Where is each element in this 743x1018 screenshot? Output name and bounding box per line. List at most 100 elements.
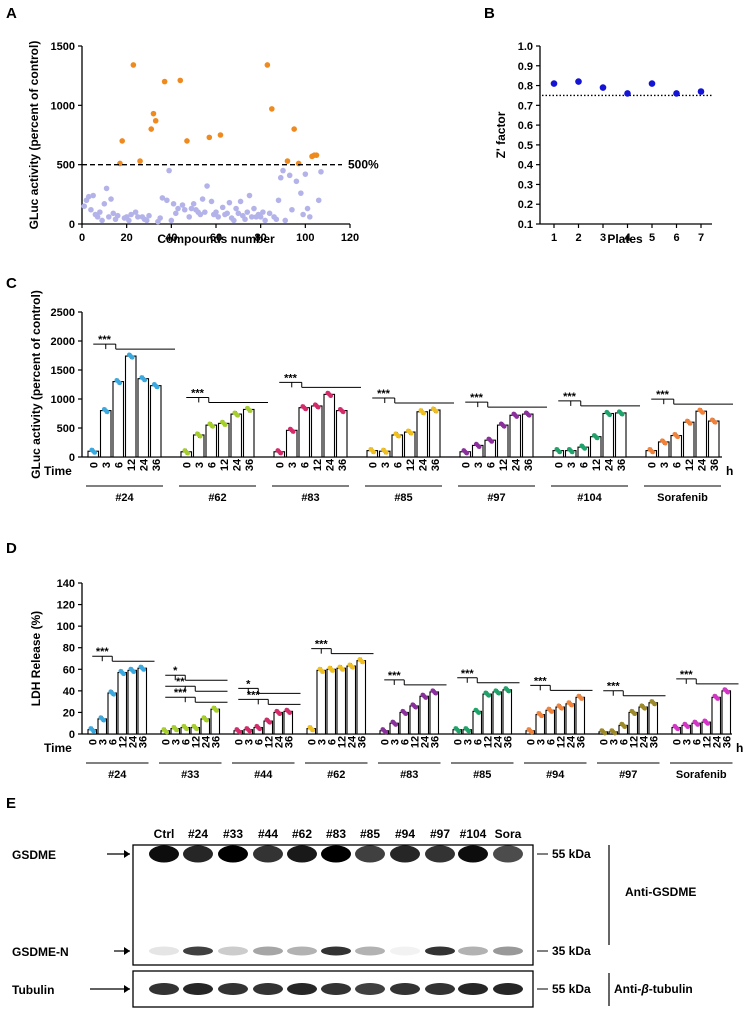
lane-label: #44 (258, 827, 278, 841)
time-tick-label: 6 (180, 739, 192, 745)
bar (283, 710, 294, 735)
replicate-point (155, 384, 160, 390)
y-tick-label: 0.2 (518, 199, 533, 211)
replicate-point (489, 439, 495, 444)
data-point-hit (177, 77, 184, 84)
x-tick-label: 20 (121, 232, 133, 244)
data-point-nonhit (94, 214, 101, 220)
bar (99, 410, 112, 458)
bar (416, 411, 429, 458)
replicate-point (237, 729, 243, 735)
data-point-hit (284, 158, 291, 164)
time-tick-label: 24 (273, 735, 285, 748)
replicate-point (409, 431, 414, 436)
replicate-point (675, 726, 681, 732)
time-tick-label: 6 (113, 462, 125, 468)
data-point-nonhit (114, 212, 121, 219)
time-tick-label: 0 (88, 462, 100, 468)
replicate-point (612, 731, 618, 736)
y-tick-label: 1500 (51, 41, 75, 53)
y-tick-label: 100 (57, 621, 75, 633)
band-arrowhead (124, 850, 130, 858)
x-tick-label: 40 (165, 232, 177, 244)
protein-band (218, 983, 248, 995)
bar (323, 393, 336, 458)
replicate-point (235, 413, 241, 418)
data-point-nonhit (244, 209, 251, 215)
bar (502, 689, 513, 735)
time-tick-label: 0 (87, 739, 99, 745)
data-point-nonhit (280, 167, 286, 174)
protein-band (458, 946, 488, 956)
data-point (624, 90, 631, 97)
bar (670, 434, 683, 458)
replicate-point (595, 435, 600, 441)
data-point-nonhit (126, 217, 132, 224)
y-tick-label: 60 (63, 664, 75, 676)
lane-label: #83 (326, 827, 346, 841)
time-tick-label: 6 (671, 462, 683, 468)
time-tick-label: 24 (638, 735, 650, 748)
protein-band (287, 983, 317, 995)
replicate-point (557, 449, 563, 455)
time-tick-label: 36 (430, 459, 442, 471)
data-point-hit (269, 106, 275, 112)
data-point-hit (291, 126, 297, 132)
data-point-nonhit (286, 172, 293, 179)
y-tick-label: 80 (63, 643, 75, 655)
x-axis-title: Compounds number (157, 232, 275, 246)
replicate-point (131, 669, 137, 674)
panel-c: C 0 500 1000 1500 2000 2500 GLuc activity (perc… (6, 275, 733, 504)
time-tick-label: 6 (107, 739, 119, 745)
data-point-nonhit (110, 210, 117, 217)
y-tick-label: 500 (57, 160, 75, 172)
data-point-nonhit (204, 183, 210, 189)
y-tick-label: 0 (69, 452, 75, 464)
time-tick-label: 24 (492, 735, 504, 748)
protein-band (183, 983, 213, 995)
data-point (599, 84, 607, 91)
y-tick-label: 0.4 (518, 160, 534, 172)
data-point-nonhit (173, 210, 179, 217)
data-point-nonhit (231, 217, 237, 224)
data-point-nonhit (224, 210, 230, 217)
bar (429, 691, 440, 735)
time-tick-label: 36 (137, 736, 149, 748)
significance-label: *** (680, 669, 694, 681)
panel-letter-a: A (6, 5, 17, 22)
protein-band (149, 983, 179, 995)
replicate-point (715, 696, 721, 701)
bar (409, 705, 420, 735)
bar (403, 431, 416, 458)
time-tick-label: 12 (701, 736, 713, 748)
data-point-nonhit (233, 205, 239, 212)
data-point-hit (206, 134, 213, 141)
data-point-nonhit (215, 214, 222, 220)
data-point-hit (295, 160, 302, 167)
x-tick-label: 6 (673, 232, 679, 244)
mw-marker: 55 kDa (552, 847, 591, 861)
time-tick-label: 12 (684, 459, 696, 471)
bar (707, 420, 720, 458)
replicate-point (421, 410, 427, 416)
time-tick-label: 3 (170, 739, 182, 745)
replicate-point (371, 449, 377, 455)
data-point-nonhit (237, 198, 244, 205)
significance-label: *** (284, 372, 298, 384)
x-tick-label: 3 (600, 232, 606, 244)
group-label: #94 (546, 769, 565, 781)
bar (205, 424, 218, 458)
time-tick-label: 0 (452, 739, 464, 745)
bar (210, 708, 221, 735)
data-point-nonhit (190, 201, 197, 207)
significance-label: *** (388, 670, 402, 682)
time-tick-label: 3 (659, 462, 671, 468)
y-tick-label: 2500 (51, 307, 75, 319)
time-tick-label: 6 (578, 462, 590, 468)
x-tick-label: 5 (649, 232, 655, 244)
y-tick-label: 2000 (51, 336, 75, 348)
data-point-nonhit (85, 193, 92, 200)
